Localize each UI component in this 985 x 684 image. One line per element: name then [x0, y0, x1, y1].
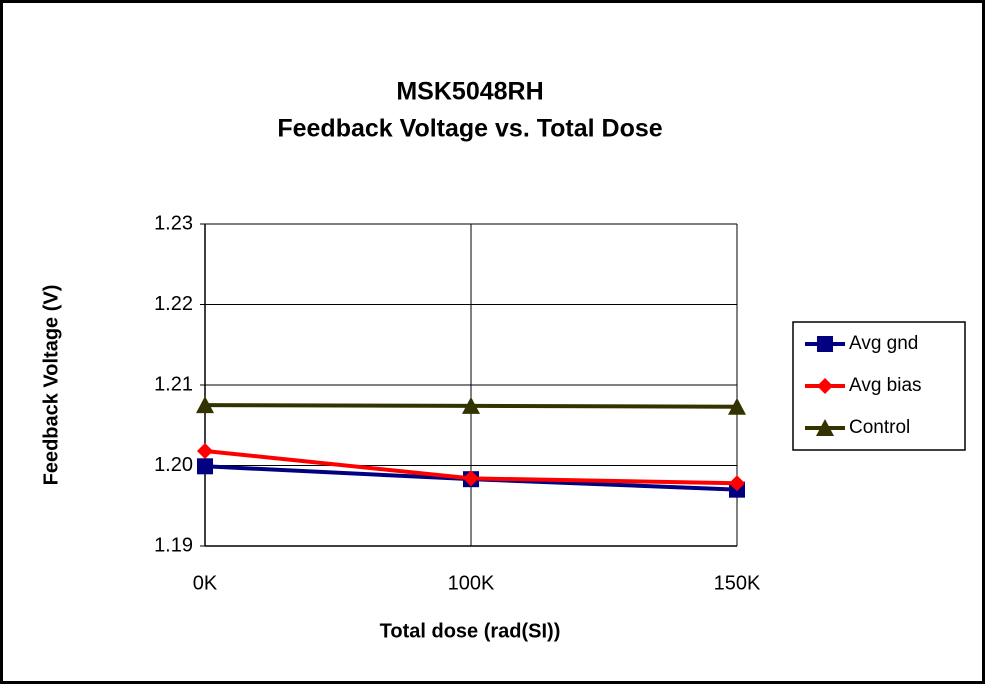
y-tick-label: 1.22	[154, 293, 193, 315]
y-tick-label: 1.21	[154, 373, 193, 395]
chart-title: MSK5048RH	[396, 78, 543, 106]
legend-label: Avg bias	[849, 375, 922, 396]
data-point	[196, 396, 214, 414]
y-tick-label: 1.20	[154, 454, 193, 476]
x-tick-label: 0K	[193, 572, 218, 594]
legend-marker	[816, 419, 834, 436]
x-tick-label: 150K	[714, 572, 761, 594]
legend-marker	[817, 378, 833, 394]
legend-label: Avg gnd	[849, 333, 918, 354]
data-point	[463, 470, 479, 487]
chart-subtitle: Feedback Voltage vs. Total Dose	[277, 115, 662, 143]
data-point	[197, 458, 213, 475]
x-tick-label: 100K	[448, 572, 495, 594]
data-point	[197, 443, 213, 460]
data-point	[728, 397, 746, 415]
data-point	[462, 396, 480, 414]
data-point	[729, 475, 745, 492]
y-axis-label: Feedback Voltage (V)	[40, 285, 62, 486]
x-axis-label: Total dose (rad(SI))	[380, 620, 561, 642]
y-tick-label: 1.19	[154, 534, 193, 556]
legend-marker	[817, 336, 833, 352]
y-tick-label: 1.23	[154, 212, 193, 234]
legend-label: Control	[849, 417, 910, 438]
